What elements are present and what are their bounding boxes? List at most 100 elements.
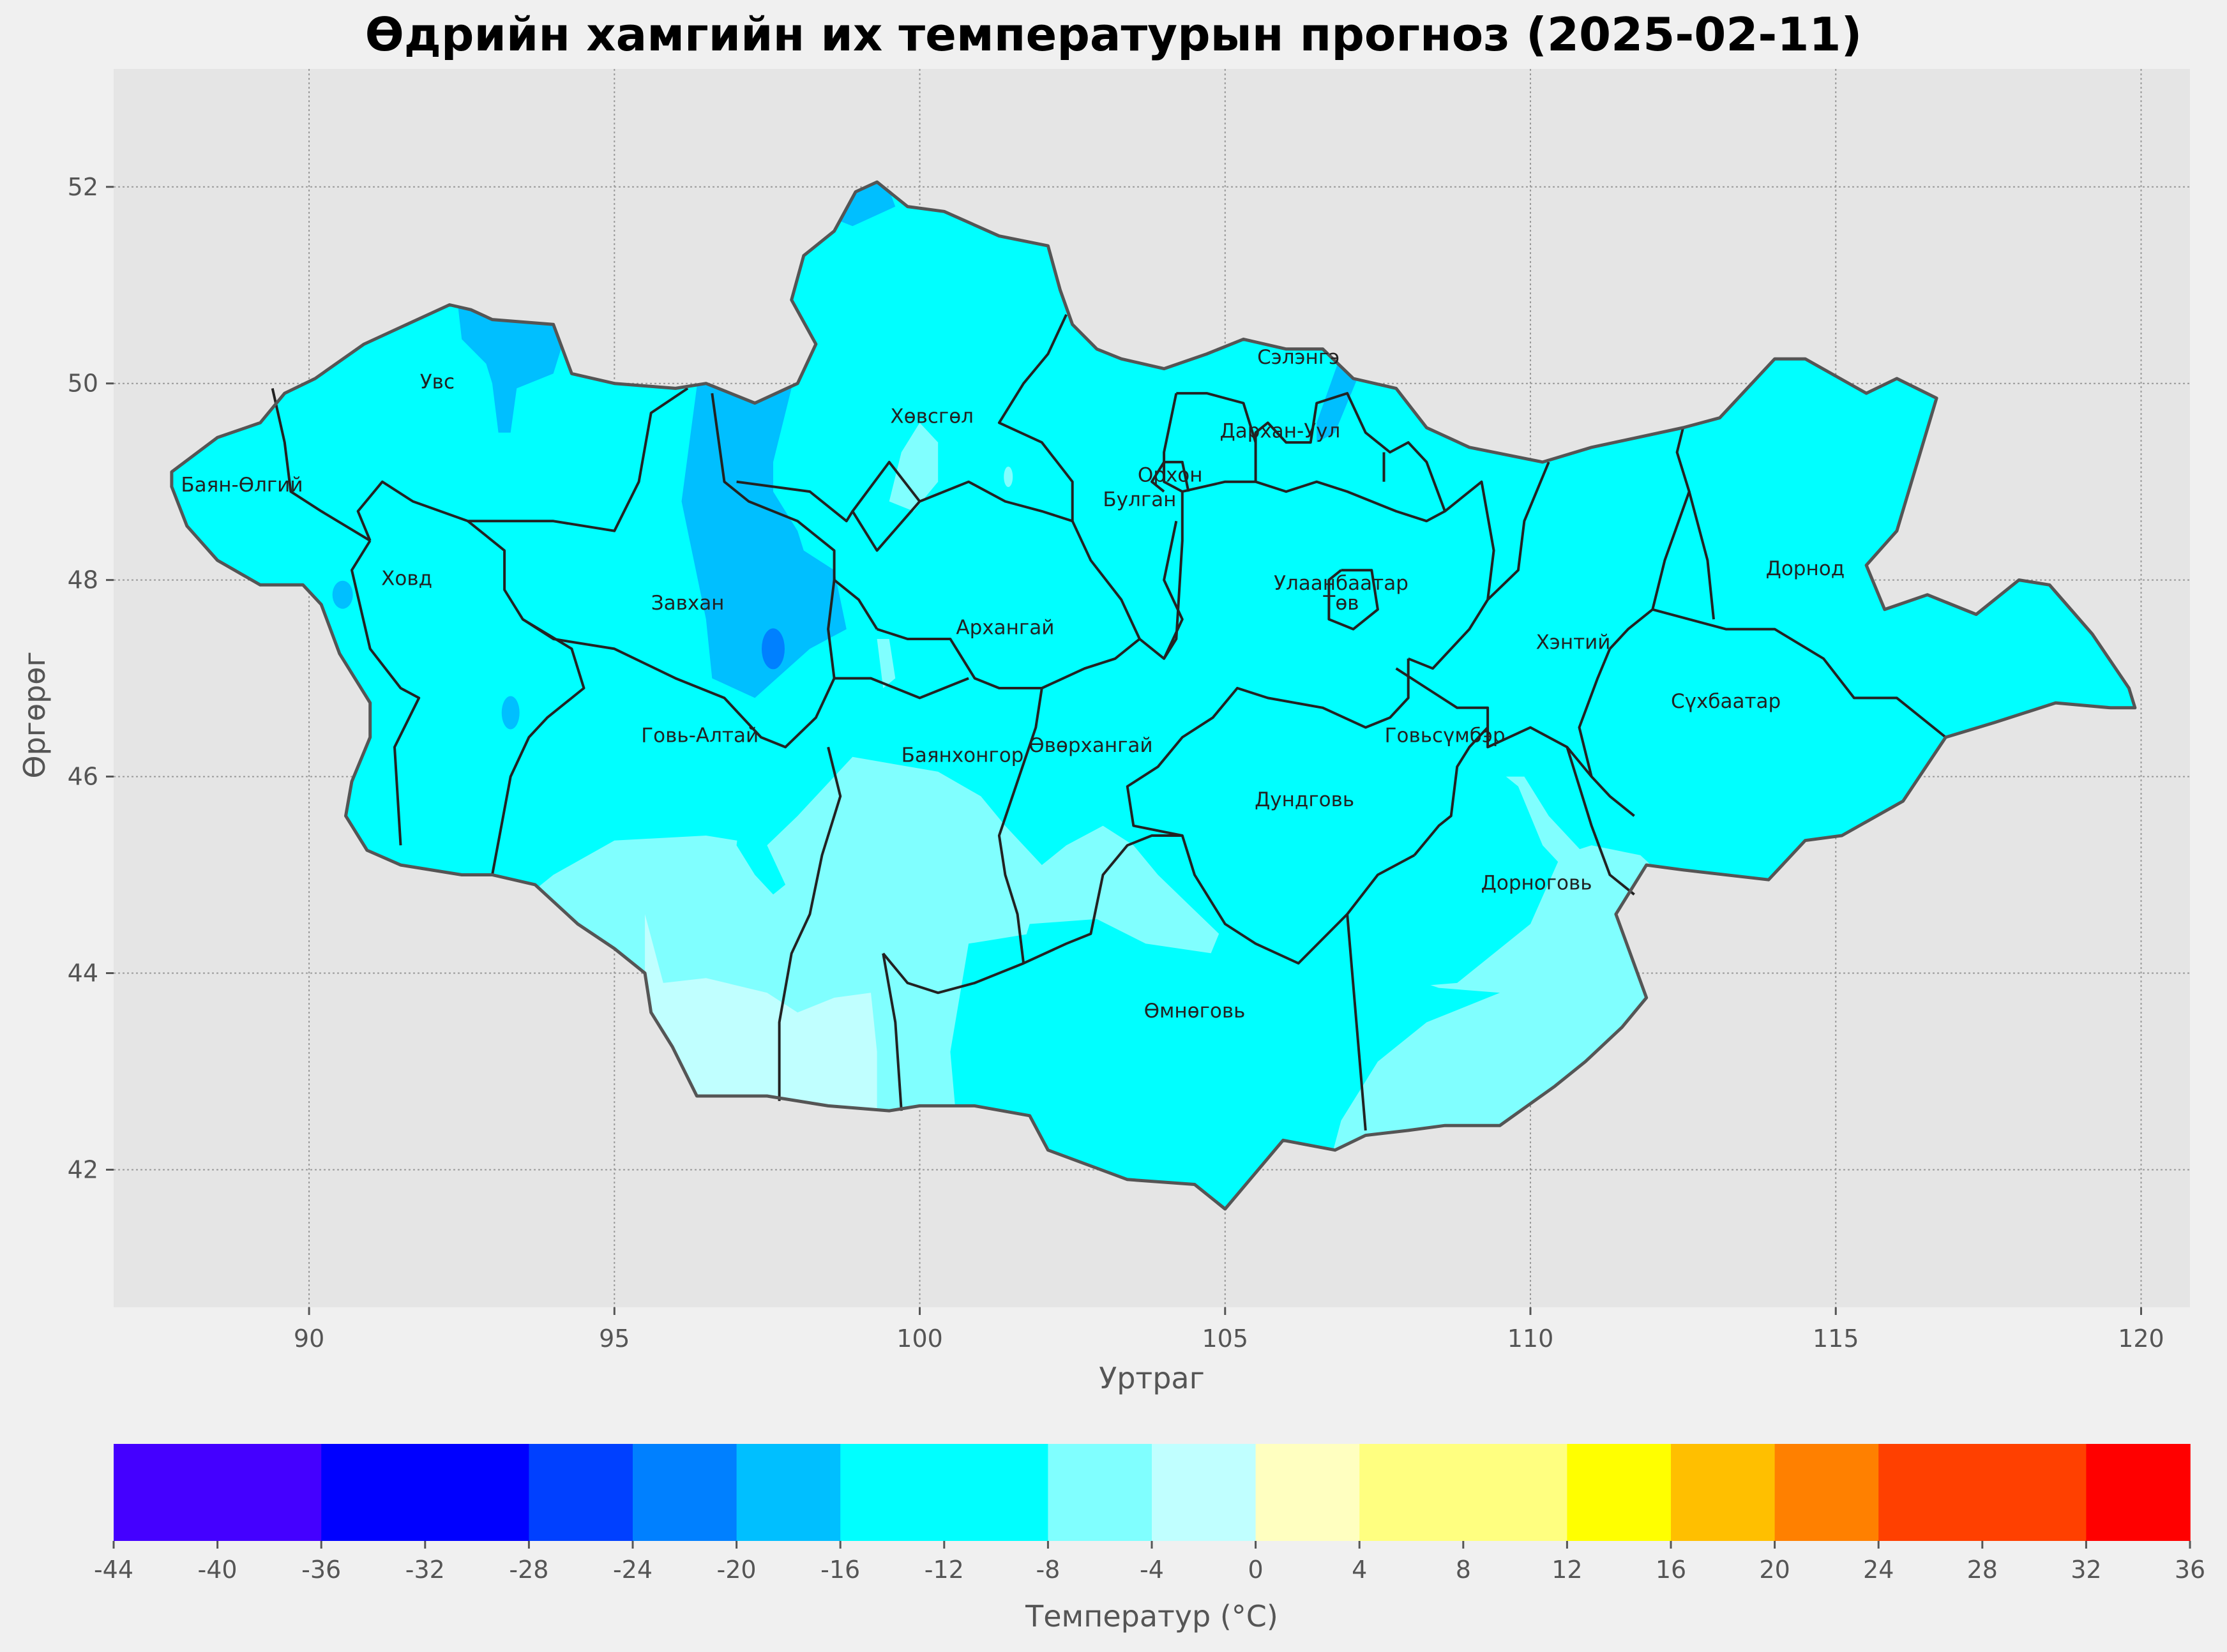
province-border bbox=[834, 677, 969, 700]
province-border bbox=[1395, 667, 1635, 817]
x-tick-labels: 90 95 100 105 110 115 120 bbox=[294, 1307, 2164, 1353]
colorbar-bin bbox=[633, 1444, 737, 1541]
colorbar-tick-label: -16 bbox=[820, 1556, 860, 1584]
colorbar-tick-label: 0 bbox=[1248, 1556, 1264, 1584]
colorbar-tick-label: -4 bbox=[1140, 1556, 1164, 1584]
colorbar-tick-label: -32 bbox=[405, 1556, 445, 1584]
y-tick-label: 52 bbox=[68, 173, 98, 201]
province-label: Сэлэнгэ bbox=[1257, 346, 1340, 369]
province-border bbox=[1071, 520, 1141, 640]
temp-zone-base bbox=[1011, 919, 1500, 1209]
colorbar bbox=[114, 1444, 2191, 1541]
province-border bbox=[1254, 392, 1446, 512]
province-label: Сүхбаатар bbox=[1671, 690, 1781, 713]
colorbar-tick-label: 36 bbox=[2175, 1556, 2205, 1584]
province-label: Орхон bbox=[1138, 464, 1203, 487]
colorbar-bin bbox=[1567, 1444, 1672, 1541]
province-border bbox=[1652, 608, 1947, 739]
temp-spot-mild bbox=[1004, 466, 1013, 487]
x-tick-label: 105 bbox=[1202, 1325, 1249, 1353]
province-label: Өмнөговь bbox=[1144, 1000, 1246, 1023]
province-border bbox=[1608, 427, 1691, 650]
x-tick-label: 90 bbox=[294, 1325, 324, 1353]
colorbar-tick-label: -40 bbox=[198, 1556, 238, 1584]
province-labels: Увс Баян-Өлгий Ховд Завхан Хөвсгөл Архангай Бу… bbox=[181, 346, 1845, 1023]
colorbar-tick-label: -8 bbox=[1036, 1556, 1060, 1584]
province-label: Баянхонгор bbox=[902, 744, 1024, 767]
x-tick-label: 95 bbox=[599, 1325, 630, 1353]
province-border bbox=[1566, 746, 1635, 896]
y-tick-label: 48 bbox=[68, 566, 98, 594]
colorbar-tick-label: -44 bbox=[94, 1556, 133, 1584]
colorbar-label: Температур (°C) bbox=[1025, 1599, 1278, 1633]
temp-zone-mild bbox=[877, 639, 896, 688]
colorbar-bin bbox=[1671, 1444, 1776, 1541]
colorbar-tick-labels: -44 -40 -36 -32 -28 -24 -20 -16 -12 -8 -4 0 4 8 12 16 20… bbox=[94, 1541, 2205, 1584]
province-border bbox=[882, 834, 1415, 995]
province-border bbox=[1346, 913, 1367, 1131]
y-tick-label: 50 bbox=[68, 370, 98, 398]
colorbar-tick-label: -36 bbox=[301, 1556, 341, 1584]
colorbar-bin bbox=[321, 1444, 426, 1541]
province-label: Дорнод bbox=[1766, 557, 1845, 580]
province-border bbox=[1126, 658, 1410, 837]
province-label: Дархан-Уул bbox=[1220, 419, 1341, 442]
colorbar-tick-label: 32 bbox=[2071, 1556, 2101, 1584]
y-tick-label: 44 bbox=[68, 959, 98, 987]
province-border bbox=[1578, 648, 1612, 777]
colorbar-bin bbox=[217, 1444, 322, 1541]
province-border bbox=[711, 393, 879, 630]
province-border bbox=[271, 387, 371, 542]
x-tick-label: 120 bbox=[2118, 1325, 2164, 1353]
province-label: Өвөрхангай bbox=[1029, 734, 1152, 757]
colorbar-tick-label: -24 bbox=[613, 1556, 653, 1584]
colorbar-tick-label: 8 bbox=[1456, 1556, 1471, 1584]
temp-spot-colder bbox=[761, 628, 785, 670]
province-border bbox=[356, 387, 689, 541]
y-tick-labels: 42 44 46 48 50 52 bbox=[68, 173, 114, 1183]
colorbar-tick-label: -20 bbox=[717, 1556, 757, 1584]
province-label: Говьсүмбэр bbox=[1385, 725, 1506, 747]
temp-zone-base bbox=[736, 776, 786, 895]
colorbar-tick-label: 24 bbox=[1863, 1556, 1894, 1584]
province-border bbox=[851, 460, 921, 513]
province-label: Дорноговь bbox=[1481, 872, 1592, 895]
colorbar-bin bbox=[2086, 1444, 2191, 1541]
y-tick-label: 46 bbox=[68, 763, 98, 791]
colorbar-bin bbox=[1982, 1444, 2087, 1541]
colorbar-bin bbox=[1048, 1444, 1152, 1541]
province-label: Улаанбаатар bbox=[1274, 572, 1408, 595]
temp-zone-mild bbox=[889, 423, 939, 511]
province-border bbox=[1413, 726, 1489, 856]
colorbar-bin bbox=[1878, 1444, 1983, 1541]
country-outline bbox=[170, 180, 2137, 1211]
province-border bbox=[1151, 460, 1190, 493]
province-border bbox=[1163, 393, 1183, 493]
province-label: Говь-Алтай bbox=[641, 725, 759, 747]
colorbar-tick-label: 4 bbox=[1352, 1556, 1367, 1584]
province-label: Төв bbox=[1322, 592, 1359, 615]
colorbar-tick-label: -28 bbox=[509, 1556, 548, 1584]
colorbar-tick-label: 28 bbox=[1967, 1556, 1998, 1584]
colorbar-bin bbox=[529, 1444, 633, 1541]
colorbar-bin bbox=[1152, 1444, 1257, 1541]
temp-zone-mild bbox=[1506, 776, 1586, 885]
province-label: Булган bbox=[1103, 488, 1176, 511]
colorbar-bin bbox=[425, 1444, 530, 1541]
province-label: Архангай bbox=[956, 616, 1054, 639]
province-border bbox=[997, 687, 1043, 964]
province-border bbox=[736, 314, 1074, 552]
temp-spot-cold bbox=[332, 580, 353, 609]
province-label: Увс bbox=[420, 370, 455, 393]
x-axis-label: Уртраг bbox=[1099, 1361, 1205, 1395]
province-label: Завхан bbox=[651, 592, 725, 615]
colorbar-bin bbox=[736, 1444, 841, 1541]
province-border bbox=[1486, 462, 1550, 601]
x-tick-label: 110 bbox=[1507, 1325, 1554, 1353]
province-border bbox=[351, 539, 421, 846]
temp-zone-cold bbox=[681, 363, 847, 698]
colorbar-bin bbox=[1463, 1444, 1568, 1541]
province-border bbox=[1176, 392, 1257, 443]
x-tick-label: 100 bbox=[896, 1325, 943, 1353]
